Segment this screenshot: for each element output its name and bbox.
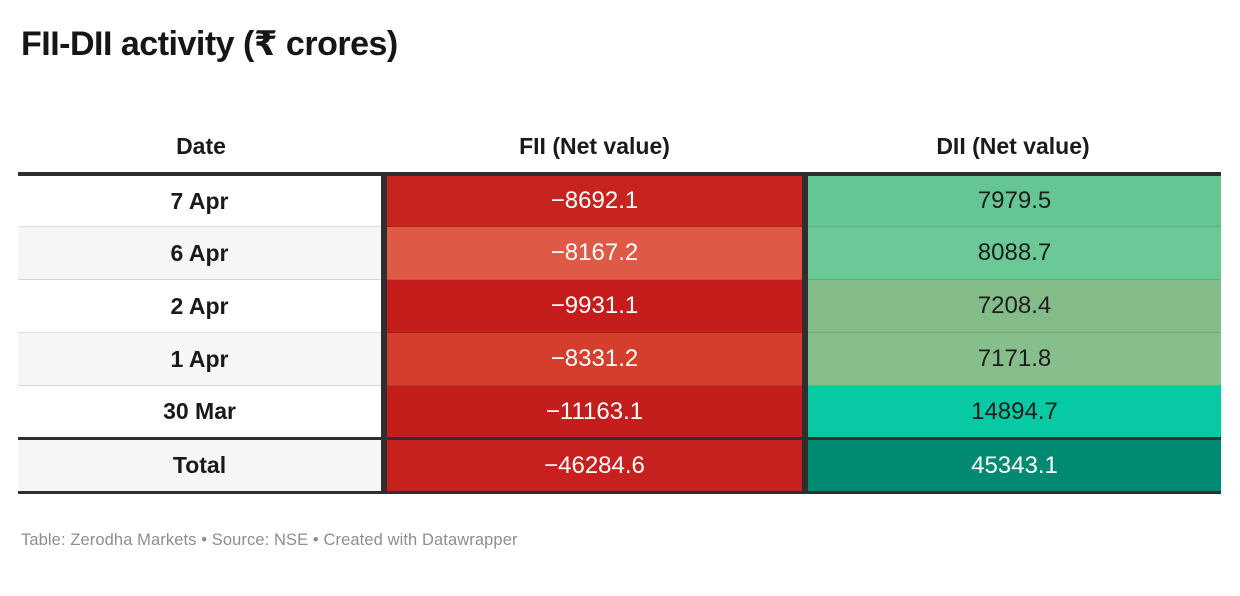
fii-value-cell: −9931.1 — [381, 279, 805, 333]
fii-dii-table: Date FII (Net value) DII (Net value) 7 A… — [18, 121, 1221, 495]
date-cell: 7 Apr — [18, 173, 384, 227]
date-cell: 2 Apr — [18, 279, 384, 333]
date-cell: 30 Mar — [18, 385, 384, 439]
table-row: 30 Mar −11163.1 14894.7 — [18, 385, 1221, 439]
fii-value-cell: −11163.1 — [381, 385, 805, 439]
table-row: 6 Apr −8167.2 8088.7 — [18, 226, 1221, 280]
table-row: 1 Apr −8331.2 7171.8 — [18, 332, 1221, 386]
fii-total-cell: −46284.6 — [381, 437, 805, 495]
dii-value-cell: 8088.7 — [802, 226, 1221, 280]
table-row: 2 Apr −9931.1 7208.4 — [18, 279, 1221, 333]
date-cell: 1 Apr — [18, 332, 384, 386]
dii-total-cell: 45343.1 — [802, 437, 1221, 495]
table-row: 7 Apr −8692.1 7979.5 — [18, 173, 1221, 227]
page-title: FII-DII activity (₹ crores) — [21, 25, 398, 63]
total-row: Total −46284.6 45343.1 — [18, 437, 1221, 495]
total-label-cell: Total — [18, 437, 384, 495]
date-cell: 6 Apr — [18, 226, 384, 280]
dii-value-cell: 14894.7 — [802, 385, 1221, 439]
dii-value-cell: 7171.8 — [802, 332, 1221, 386]
column-header-dii: DII (Net value) — [805, 121, 1221, 176]
dii-value-cell: 7979.5 — [802, 173, 1221, 227]
fii-value-cell: −8331.2 — [381, 332, 805, 386]
column-header-fii: FII (Net value) — [384, 121, 805, 176]
fii-value-cell: −8167.2 — [381, 226, 805, 280]
attribution-footer: Table: Zerodha Markets • Source: NSE • C… — [21, 531, 518, 550]
fii-value-cell: −8692.1 — [381, 173, 805, 227]
dii-value-cell: 7208.4 — [802, 279, 1221, 333]
column-header-date: Date — [18, 121, 384, 176]
header-row: Date FII (Net value) DII (Net value) — [18, 121, 1221, 176]
